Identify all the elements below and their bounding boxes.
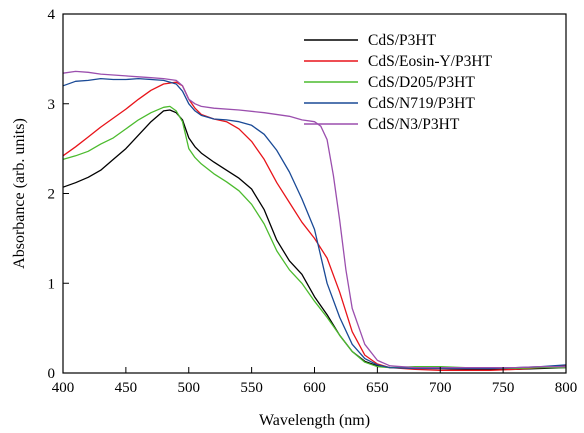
x-axis-title: Wavelength (nm) bbox=[259, 412, 370, 429]
legend-label: CdS/N719/P3HT bbox=[368, 95, 475, 112]
legend-label: CdS/P3HT bbox=[368, 32, 437, 49]
x-tick-label: 750 bbox=[492, 380, 515, 396]
legend-label: CdS/N3/P3HT bbox=[368, 116, 460, 133]
series-line-2 bbox=[62, 81, 567, 371]
x-tick-label: 550 bbox=[240, 380, 263, 396]
x-tick-label: 450 bbox=[115, 380, 138, 396]
x-tick-label: 700 bbox=[429, 380, 452, 396]
x-tick-label: 800 bbox=[555, 380, 578, 396]
x-tick-label: 400 bbox=[52, 380, 75, 396]
y-tick-label: 4 bbox=[48, 7, 56, 23]
series-line-3 bbox=[62, 105, 566, 370]
legend-label: CdS/Eosin-Y/P3HT bbox=[368, 53, 493, 70]
series-line-4 bbox=[62, 77, 567, 370]
x-tick-label: 650 bbox=[366, 380, 389, 396]
legend: CdS/P3HT CdS/Eosin-Y/P3HT CdS/D205/P3HT CdS… bbox=[304, 32, 493, 133]
axis-ticks: 400 450 500 550 600 650 700 750 800 0 1 2 3 4 bbox=[48, 7, 578, 396]
y-tick-label: 2 bbox=[48, 187, 56, 203]
series-line-5 bbox=[62, 70, 566, 369]
legend-label: CdS/D205/P3HT bbox=[368, 74, 475, 91]
x-tick-label: 500 bbox=[178, 380, 201, 396]
y-tick-label: 0 bbox=[48, 366, 56, 382]
y-axis-title: Absorbance (arb. units) bbox=[11, 118, 28, 269]
series-lines bbox=[62, 70, 567, 371]
x-tick-label: 600 bbox=[303, 380, 326, 396]
y-tick-label: 1 bbox=[48, 276, 56, 292]
series-line-1 bbox=[62, 109, 567, 371]
y-tick-label: 3 bbox=[48, 97, 56, 113]
